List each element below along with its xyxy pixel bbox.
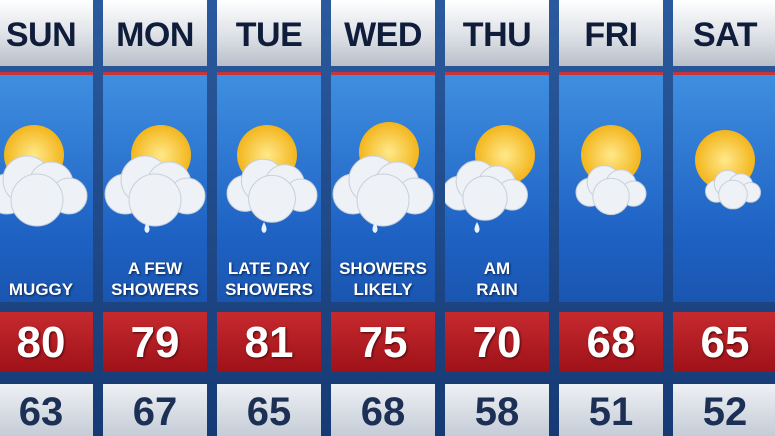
- day-name: WED: [331, 0, 435, 66]
- weather-icon: [104, 125, 206, 233]
- weather-icon: [575, 125, 647, 216]
- low-temp: 65: [217, 384, 321, 436]
- low-temp: 68: [331, 384, 435, 436]
- weather-icon: [226, 125, 318, 233]
- low-temp: 63: [0, 384, 93, 436]
- condition-line: RAIN: [476, 280, 518, 299]
- day-column: TUE LATE DAY SHOWERS 81 65: [217, 0, 321, 436]
- rain-drop: [261, 222, 267, 233]
- low-temp: 67: [103, 384, 207, 436]
- weather-icon: [0, 125, 88, 227]
- condition-line: MUGGY: [8, 280, 74, 299]
- high-temp: 65: [673, 312, 775, 372]
- cloud: [575, 165, 647, 216]
- condition: A FEW SHOWERS: [103, 258, 207, 300]
- high-temp: 70: [445, 312, 549, 372]
- high-temp: 80: [0, 312, 93, 372]
- weather-icon: [332, 122, 434, 233]
- condition-line: A FEW: [127, 259, 183, 278]
- low-temp: 58: [445, 384, 549, 436]
- condition-line: LATE DAY: [227, 259, 311, 278]
- day-name: SUN: [0, 0, 93, 66]
- condition: AM RAIN: [445, 258, 549, 300]
- cloud: [0, 155, 88, 227]
- high-temp: 68: [559, 312, 663, 372]
- high-temp: 79: [103, 312, 207, 372]
- day-column: SAT 65 52: [673, 0, 775, 436]
- high-temp: 75: [331, 312, 435, 372]
- condition: MUGGY: [0, 279, 93, 300]
- rain-drop: [372, 222, 378, 233]
- condition-line: AM: [483, 259, 511, 278]
- condition-line: SHOWERS: [339, 259, 427, 278]
- condition: LATE DAY SHOWERS: [217, 258, 321, 300]
- low-temp: 51: [559, 384, 663, 436]
- rain-drop: [144, 222, 150, 233]
- condition-line: SHOWERS: [111, 280, 199, 299]
- weather-icon: [445, 125, 535, 233]
- day-column: WED SHOWERS LIKELY 75 68: [331, 0, 435, 436]
- day-name: TUE: [217, 0, 321, 66]
- cloud: [226, 158, 318, 223]
- cloud: [705, 169, 761, 210]
- cloud: [104, 155, 206, 227]
- rain-drop: [474, 222, 480, 233]
- condition-line: LIKELY: [353, 280, 413, 299]
- day-column: SUN MUGGY 80 63: [0, 0, 93, 436]
- low-temp: 52: [673, 384, 775, 436]
- day-column: MON A FEW SHOWERS 79 67: [103, 0, 207, 436]
- day-name: MON: [103, 0, 207, 66]
- day-column: THU AM RAIN 70 58: [445, 0, 549, 436]
- high-temp: 81: [217, 312, 321, 372]
- weather-icon: [695, 130, 761, 210]
- cloud: [445, 160, 528, 221]
- day-name: FRI: [559, 0, 663, 66]
- day-name: THU: [445, 0, 549, 66]
- condition: SHOWERS LIKELY: [331, 258, 435, 300]
- cloud: [332, 155, 434, 227]
- day-column: FRI 68 51: [559, 0, 663, 436]
- condition-line: SHOWERS: [225, 280, 313, 299]
- day-name: SAT: [673, 0, 775, 66]
